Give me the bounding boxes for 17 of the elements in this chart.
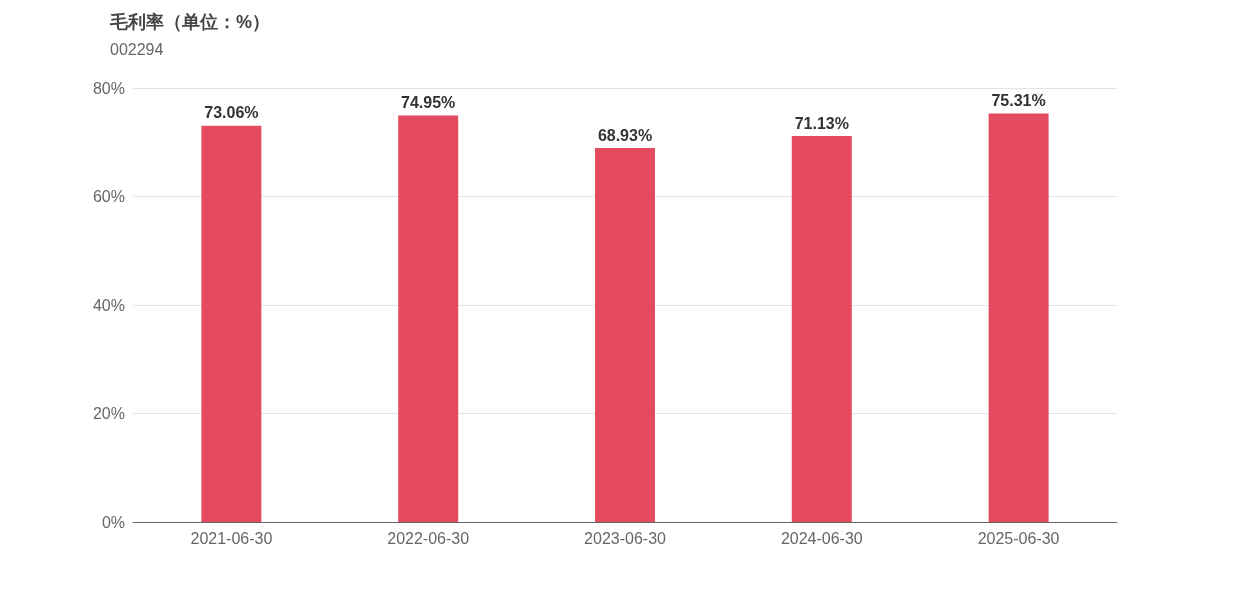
data-label: 71.13% bbox=[794, 114, 849, 132]
y-tick-label: 60% bbox=[92, 188, 125, 205]
x-tick-label: 2023-06-30 bbox=[584, 529, 667, 547]
chart-subtitle: 002294 bbox=[110, 40, 164, 58]
data-label: 75.31% bbox=[991, 91, 1046, 109]
y-tick-label: 80% bbox=[92, 79, 125, 97]
data-label: 74.95% bbox=[401, 93, 456, 111]
y-tick-label: 20% bbox=[92, 405, 125, 422]
data-label: 73.06% bbox=[204, 104, 259, 122]
x-tick-label: 2025-06-30 bbox=[977, 529, 1060, 547]
x-tick-label: 2024-06-30 bbox=[780, 529, 863, 547]
chart-title: 毛利率（单位：%） bbox=[109, 12, 271, 32]
y-tick-label: 0% bbox=[101, 513, 125, 531]
x-tick-label: 2022-06-30 bbox=[387, 529, 470, 547]
y-tick-label: 40% bbox=[92, 296, 125, 314]
data-label: 68.93% bbox=[597, 126, 653, 144]
x-tick-label: 2021-06-30 bbox=[190, 529, 273, 547]
